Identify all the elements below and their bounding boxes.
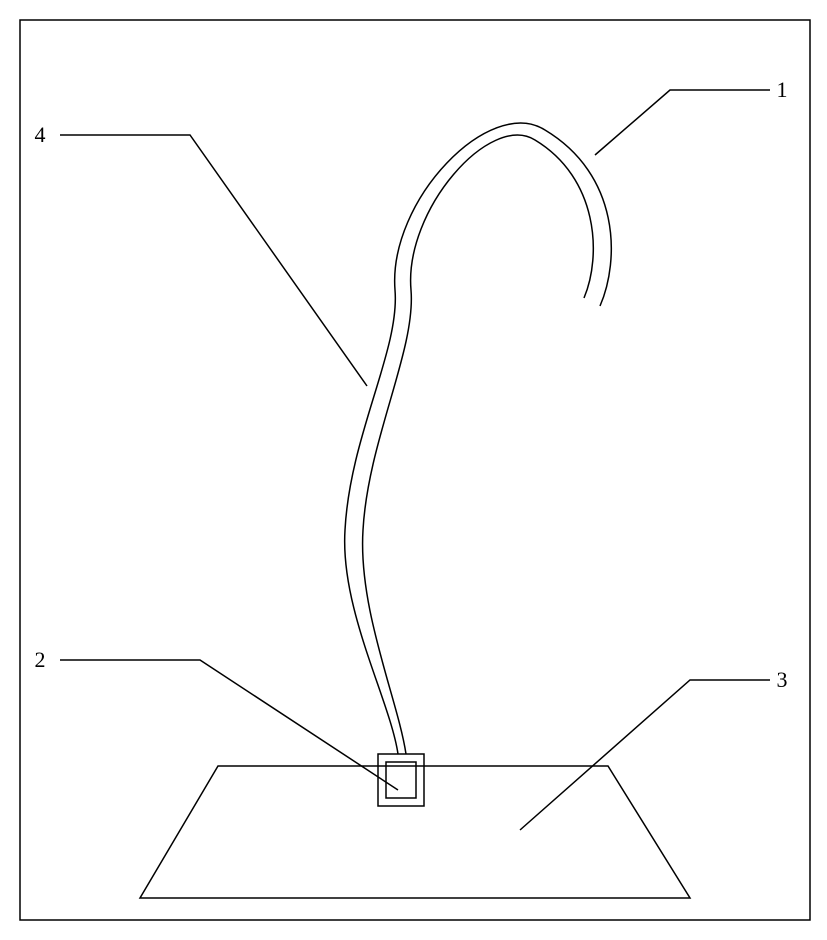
socket-inner <box>386 762 416 798</box>
callouts-group: 1 4 2 3 <box>35 77 788 830</box>
callout-line-3 <box>520 680 770 830</box>
callout-line-4 <box>60 135 367 386</box>
callout-label-4: 4 <box>35 122 46 147</box>
base-trapezoid <box>140 766 690 898</box>
callout-label-2: 2 <box>35 647 46 672</box>
callout-line-2 <box>60 660 398 790</box>
callout-line-1 <box>595 90 770 155</box>
arm-outer <box>345 123 612 754</box>
outer-frame <box>20 20 810 920</box>
arm-inner <box>363 135 594 754</box>
callout-label-3: 3 <box>777 667 788 692</box>
callout-label-1: 1 <box>777 77 788 102</box>
